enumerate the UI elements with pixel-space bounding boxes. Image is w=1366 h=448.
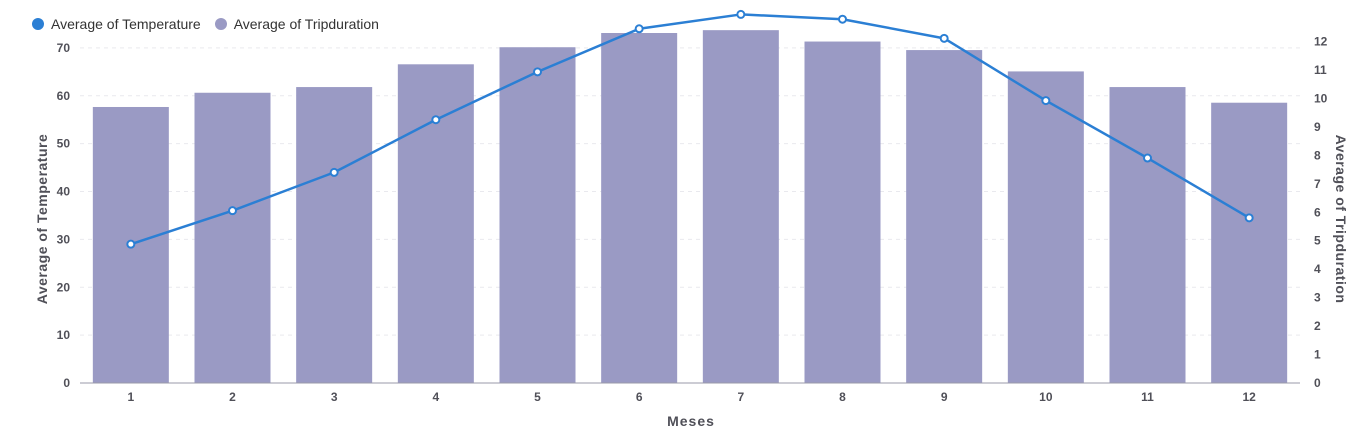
y-right-tick-label: 12 <box>1314 35 1328 49</box>
legend-label-temperature: Average of Temperature <box>51 16 201 32</box>
bar-series <box>92 30 1288 384</box>
y-left-tick-label: 50 <box>57 137 71 151</box>
legend-marker-tripduration <box>214 18 227 30</box>
bar-2 <box>194 92 271 383</box>
bar-10 <box>1007 71 1084 383</box>
y-right-tick-label: 6 <box>1314 205 1321 219</box>
bar-12 <box>1211 102 1288 383</box>
bar-3 <box>296 87 373 384</box>
point-10 <box>1041 96 1051 106</box>
y-left-tick-label: 0 <box>63 376 70 390</box>
y-right-tick-label: 11 <box>1314 63 1327 77</box>
bar-5 <box>499 47 576 384</box>
point-7 <box>736 9 746 19</box>
y-left-axis-title: Average of Temperature <box>34 134 50 305</box>
x-tick-label: 8 <box>839 390 846 404</box>
x-tick-label: 5 <box>534 390 541 404</box>
bar-9 <box>906 50 983 383</box>
point-8 <box>838 14 847 24</box>
chart-legend: Average of Temperature Average of Tripdu… <box>32 16 379 32</box>
x-tick-label: 4 <box>432 390 439 404</box>
x-tick-label: 3 <box>331 390 338 404</box>
temperature-line <box>130 13 1250 246</box>
x-tick-label: 2 <box>229 390 236 404</box>
y-left-tick-label: 60 <box>57 89 71 103</box>
line-series <box>126 9 1254 249</box>
bar-8 <box>804 41 881 383</box>
bar-6 <box>601 33 678 383</box>
x-tick-label: 1 <box>127 390 134 404</box>
point-9 <box>939 33 949 43</box>
legend-item-tripduration[interactable]: Average of Tripduration <box>214 16 379 32</box>
bar-11 <box>1109 87 1186 384</box>
y-right-tick-label: 2 <box>1314 319 1321 333</box>
point-6 <box>634 24 644 34</box>
y-left-tick-label: 10 <box>57 328 71 342</box>
point-2 <box>228 206 237 216</box>
point-3 <box>329 167 339 177</box>
x-tick-label: 6 <box>636 390 643 404</box>
x-tick-label: 11 <box>1141 390 1154 404</box>
point-5 <box>533 67 542 77</box>
y-right-tick-label: 7 <box>1314 177 1321 191</box>
y-right-tick-label: 1 <box>1314 348 1321 362</box>
legend-marker-temperature <box>32 18 44 30</box>
x-tick-label: 10 <box>1039 390 1053 404</box>
y-left-tick-label: 30 <box>57 232 71 246</box>
y-right-tick-label: 5 <box>1314 234 1321 248</box>
y-right-tick-label: 9 <box>1314 120 1321 134</box>
y-left-tick-label: 70 <box>57 41 71 55</box>
y-right-tick-label: 0 <box>1314 376 1321 390</box>
y-right-tick-label: 3 <box>1314 291 1321 305</box>
y-left-tick-label: 20 <box>57 280 71 294</box>
y-right-tick-label: 4 <box>1314 262 1321 276</box>
bar-4 <box>397 64 474 383</box>
x-axis-title: Meses <box>667 413 715 429</box>
y-right-tick-label: 8 <box>1314 148 1321 162</box>
point-4 <box>431 115 441 125</box>
x-tick-label: 9 <box>941 390 948 404</box>
point-1 <box>126 239 136 249</box>
bar-7 <box>702 30 779 383</box>
y-right-axis-title: Average of Tripduration <box>1333 135 1349 304</box>
legend-label-tripduration: Average of Tripduration <box>233 16 379 32</box>
point-11 <box>1143 153 1152 163</box>
point-12 <box>1244 213 1254 223</box>
x-tick-label: 7 <box>737 390 744 404</box>
legend-item-temperature[interactable]: Average of Temperature <box>32 16 201 32</box>
y-left-tick-label: 40 <box>57 185 71 199</box>
x-tick-label: 12 <box>1242 390 1256 404</box>
y-right-tick-label: 10 <box>1314 91 1328 105</box>
